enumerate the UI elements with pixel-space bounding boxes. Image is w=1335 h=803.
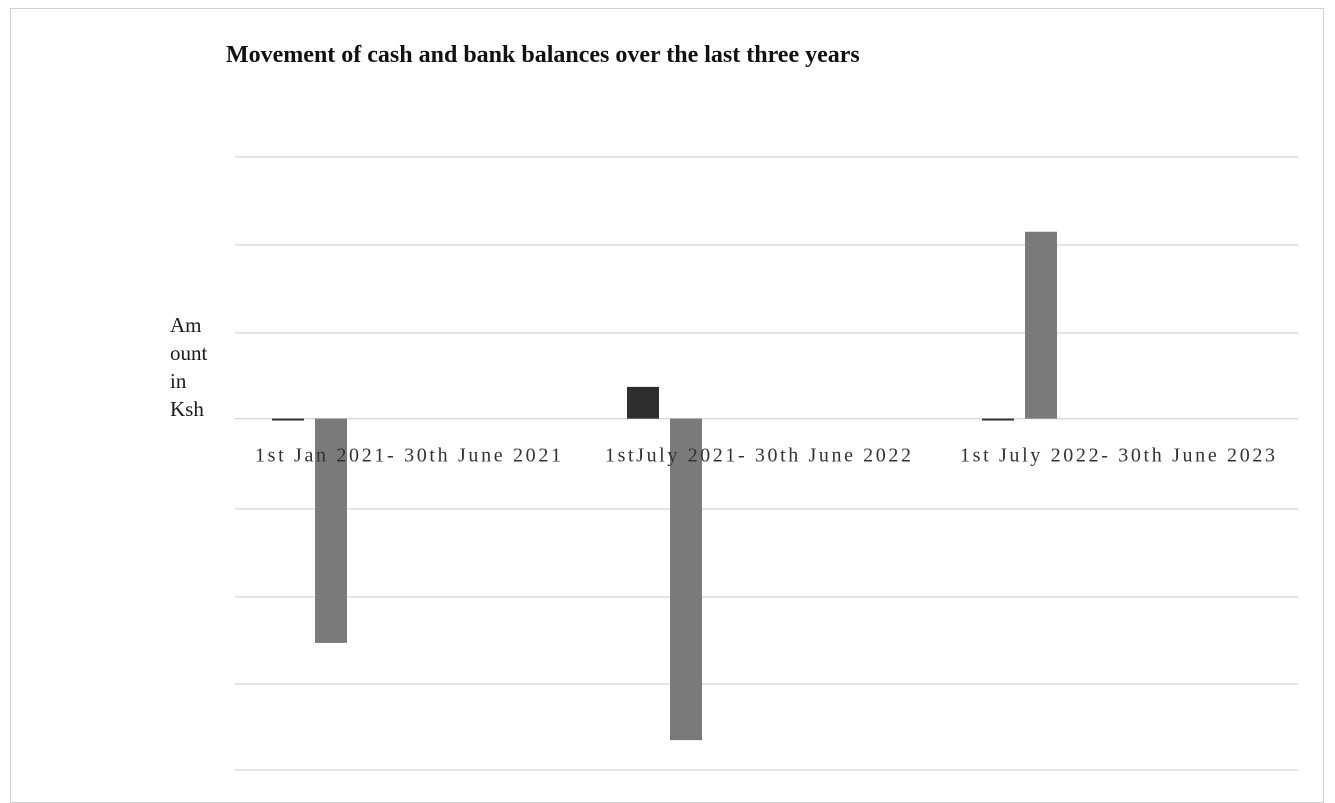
bar-series-1-category-2 xyxy=(627,386,659,419)
bar-series-2-category-3 xyxy=(1025,231,1057,419)
chart-frame xyxy=(10,8,1324,803)
category-label: 1stJuly 2021- 30th June 2022 xyxy=(605,445,911,467)
y-axis-label-line: in xyxy=(170,369,187,393)
bar-series-1-category-3 xyxy=(982,418,1014,421)
y-axis-label-line: Ksh xyxy=(170,397,204,421)
category-label: 1st Jan 2021- 30th June 2021 xyxy=(255,445,561,467)
bar-series-2-category-1 xyxy=(315,418,347,643)
y-axis-label-line: Am xyxy=(170,313,202,337)
y-axis-label-line: ount xyxy=(170,341,208,365)
bar-series-2-category-2 xyxy=(670,418,702,741)
chart-title: Movement of cash and bank balances over … xyxy=(226,42,860,68)
bar-series-1-category-1 xyxy=(272,418,304,421)
y-axis-label: Am ount in Ksh xyxy=(170,311,230,423)
category-label: 1st July 2022- 30th June 2023 xyxy=(960,445,1275,467)
